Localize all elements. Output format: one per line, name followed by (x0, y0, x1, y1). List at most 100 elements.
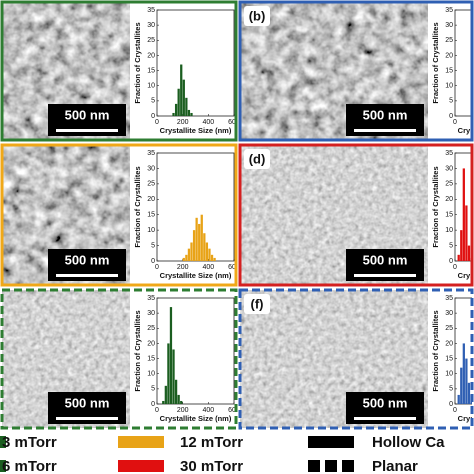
histogram-bar (208, 248, 211, 261)
x-tick-label: 600 (228, 407, 240, 414)
legend-label: 3 mTorr (2, 434, 57, 451)
y-tick-label: 30 (147, 310, 155, 317)
y-tick-label: 35 (147, 295, 155, 302)
y-axis-label: Fraction of Crystallites (133, 310, 142, 391)
histogram-bar (465, 358, 468, 404)
x-tick-label: 200 (177, 264, 189, 271)
y-axis-label: Fraction of Crystallites (431, 310, 440, 391)
y-tick-label: 20 (147, 340, 155, 347)
legend-swatch (118, 460, 164, 472)
histogram-bar (180, 400, 183, 404)
x-tick-label: 0 (155, 264, 159, 271)
x-axis-label: Crystallite Size (nm) (160, 271, 232, 280)
scale-bar (56, 129, 118, 132)
scale-bar-label: 500 nm (65, 107, 110, 122)
panel-border (238, 143, 474, 287)
plot-frame (156, 297, 235, 405)
scale-bar-label: 500 nm (363, 107, 408, 122)
y-tick-label: 15 (445, 355, 453, 362)
histogram-bar (174, 379, 178, 404)
y-tick-label: 35 (147, 150, 155, 157)
histogram-bar (190, 242, 193, 261)
legend-swatch (0, 460, 6, 472)
plot-frame (454, 152, 472, 262)
histogram-bar (177, 88, 180, 116)
histogram-bar (465, 205, 468, 261)
y-tick-label: 35 (445, 150, 453, 157)
y-tick-label: 15 (147, 67, 155, 74)
y-tick-label: 0 (449, 401, 453, 408)
histogram-bar (192, 230, 196, 261)
histogram-bar (180, 64, 183, 116)
y-tick-label: 25 (147, 181, 155, 188)
legend-label: 30 mTorr (180, 458, 243, 474)
y-tick-label: 25 (445, 37, 453, 44)
y-tick-label: 25 (147, 325, 155, 332)
histogram-bar (187, 248, 191, 261)
panel-label: (b) (249, 8, 266, 23)
histogram-bar (457, 394, 460, 404)
y-tick-label: 35 (445, 295, 453, 302)
panel-label: (f) (251, 296, 264, 311)
y-tick-label: 0 (151, 401, 155, 408)
histogram-bar (162, 400, 165, 404)
y-tick-label: 30 (147, 165, 155, 172)
x-tick-label: 400 (202, 407, 214, 414)
y-tick-label: 20 (445, 52, 453, 59)
panel-border (238, 0, 474, 142)
plot-frame (454, 9, 472, 117)
legend-label: 6 mTorr (2, 458, 57, 474)
x-tick-label: 0 (453, 264, 457, 271)
histogram-bar (195, 217, 198, 261)
histogram-bar (462, 343, 465, 404)
x-tick-label: 400 (202, 119, 214, 126)
y-tick-label: 15 (147, 355, 155, 362)
x-tick-label: 400 (202, 264, 214, 271)
x-tick-label: 0 (155, 407, 159, 414)
histogram-bar (182, 79, 185, 116)
x-tick-label: 600 (228, 119, 240, 126)
y-tick-label: 30 (445, 310, 453, 317)
histogram-bar (198, 223, 201, 261)
panel-label-box (244, 149, 270, 169)
y-tick-label: 5 (449, 386, 453, 393)
y-tick-label: 15 (147, 212, 155, 219)
scale-bar-label: 500 nm (65, 252, 110, 267)
y-tick-label: 25 (445, 181, 453, 188)
x-tick-label: 200 (177, 119, 189, 126)
panel-border (238, 288, 474, 430)
y-tick-label: 5 (449, 98, 453, 105)
panel-border (0, 143, 238, 287)
histogram-bar (185, 97, 188, 116)
y-tick-label: 0 (151, 113, 155, 120)
y-tick-label: 5 (449, 242, 453, 249)
y-tick-label: 30 (147, 22, 155, 29)
legend-swatch (0, 436, 6, 448)
histogram-bar (167, 343, 170, 404)
scale-bar (56, 417, 118, 420)
histogram-bar (164, 385, 167, 404)
plot-frame (156, 9, 235, 117)
histogram-bar (467, 245, 471, 261)
y-tick-label: 20 (147, 196, 155, 203)
scale-bar (354, 417, 416, 420)
y-tick-label: 0 (449, 113, 453, 120)
histogram-bar (190, 112, 193, 116)
histogram-bar (169, 307, 173, 404)
histogram-bar (203, 233, 206, 261)
x-axis-label: Crystallite Size (nm) (160, 414, 232, 423)
y-tick-label: 0 (151, 258, 155, 265)
x-axis-label: Crystallite Size (nm) (458, 414, 474, 423)
scale-bar (56, 274, 118, 277)
y-axis-label: Fraction of Crystallites (133, 22, 142, 103)
legend-label: Hollow Ca (372, 434, 445, 451)
panel-border (0, 288, 238, 430)
histogram-bar (187, 109, 191, 116)
x-axis-label: Crystallite Size (nm) (458, 271, 474, 280)
scale-bar (354, 129, 416, 132)
scale-bar-label: 500 nm (363, 252, 408, 267)
